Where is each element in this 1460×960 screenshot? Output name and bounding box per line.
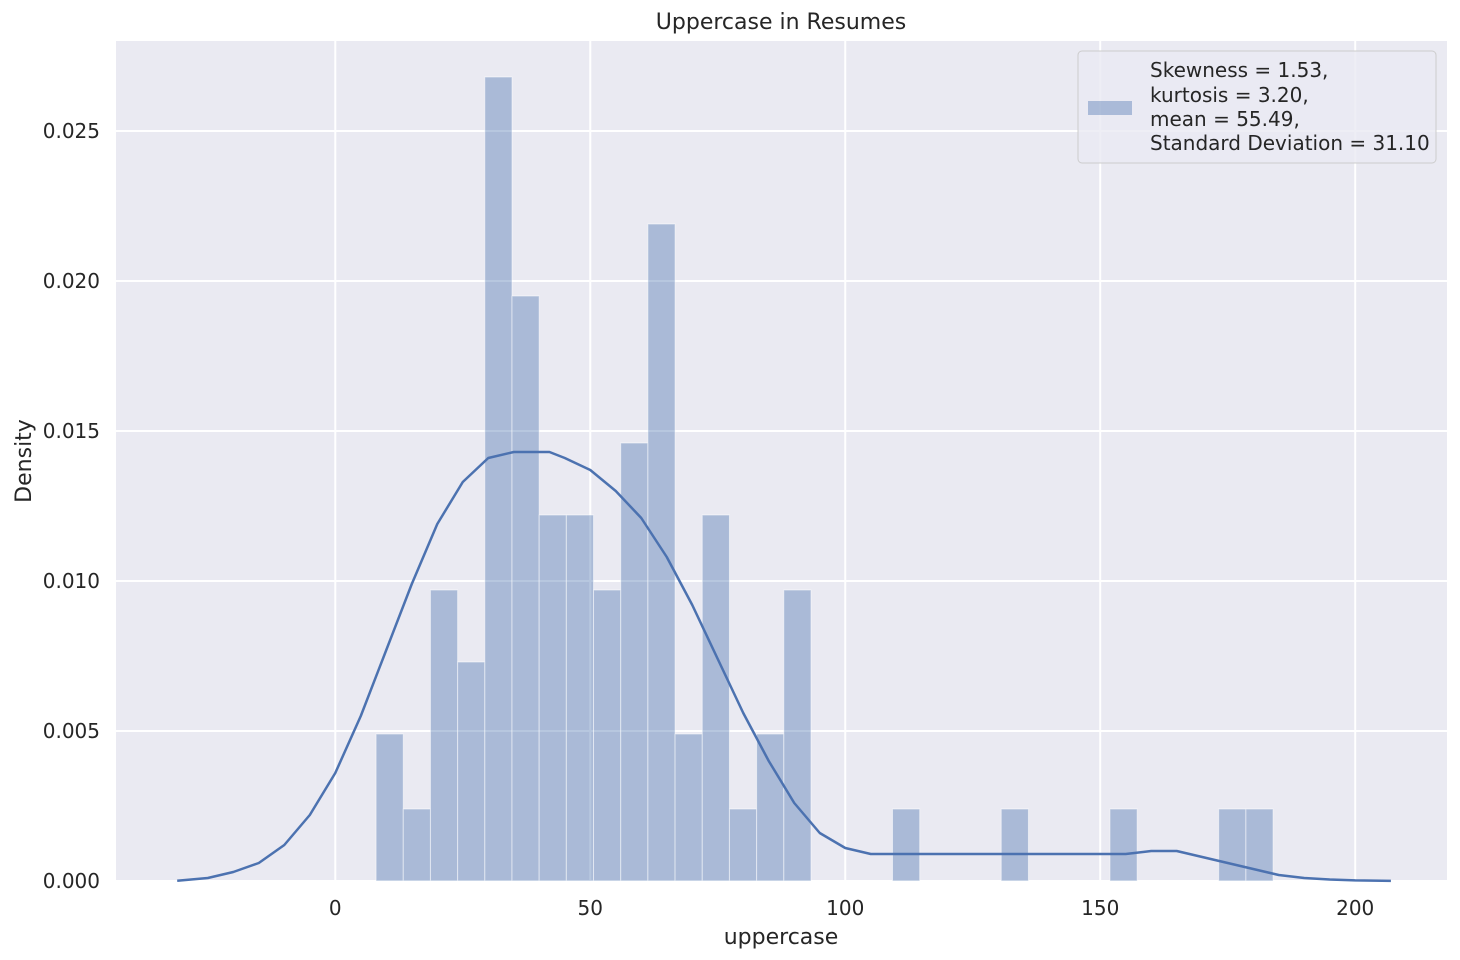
histogram-bars — [375, 76, 1274, 882]
x-axis-label: uppercase — [724, 925, 839, 950]
histogram-bar — [728, 808, 758, 882]
histogram-bar — [1218, 808, 1247, 882]
x-tick-label: 150 — [1081, 896, 1119, 920]
legend-line-skewness: Skewness = 1.53, — [1150, 58, 1328, 82]
y-axis-label: Density — [12, 419, 37, 503]
x-tick-label: 200 — [1336, 896, 1374, 920]
x-tick-label: 100 — [826, 896, 864, 920]
y-tick-label: 0.015 — [43, 419, 100, 443]
y-tick-label: 0.025 — [43, 119, 100, 143]
histogram-bar — [892, 808, 921, 882]
kde-line — [177, 450, 1391, 883]
histogram-bar — [402, 808, 431, 882]
plot-area — [116, 41, 1447, 881]
legend-line-mean: mean = 55.49, — [1150, 107, 1300, 131]
axis-ticks: 0 50 100 150 200 0.000 0.005 0.010 0.015 0.020 0.0… — [43, 119, 1375, 920]
chart-title: Uppercase in Resumes — [656, 10, 906, 35]
histogram-bar — [1000, 808, 1029, 882]
histogram-bar — [565, 514, 595, 882]
legend-line-std-dev: Standard Deviation = 31.10 — [1150, 131, 1430, 155]
histogram-bar — [756, 733, 785, 882]
kde-curve-group — [177, 450, 1391, 883]
x-tick-label: 50 — [578, 896, 603, 920]
histogram-bar — [674, 733, 703, 882]
legend-frame — [1077, 50, 1437, 164]
y-tick-label: 0.000 — [43, 869, 100, 893]
legend-line-kurtosis: kurtosis = 3.20, — [1150, 83, 1309, 107]
histogram-bar — [620, 442, 649, 882]
y-tick-label: 0.010 — [43, 569, 100, 593]
histogram-bar — [511, 295, 540, 882]
histogram-bar — [593, 589, 622, 882]
histogram-bar — [429, 589, 459, 882]
x-tick-label: 0 — [329, 896, 342, 920]
histogram-bar — [484, 76, 513, 882]
y-tick-label: 0.005 — [43, 719, 100, 743]
y-tick-label: 0.020 — [43, 269, 100, 293]
histogram-bar — [375, 733, 404, 882]
legend-swatch — [1088, 101, 1132, 115]
histogram-bar — [1109, 808, 1138, 882]
histogram-bar — [647, 223, 676, 882]
histogram-bar — [457, 661, 486, 882]
histogram-bar — [701, 514, 730, 882]
histogram-bar — [538, 514, 567, 882]
legend: Skewness = 1.53, kurtosis = 3.20, mean =… — [1077, 50, 1437, 164]
histogram-bar — [783, 589, 812, 882]
